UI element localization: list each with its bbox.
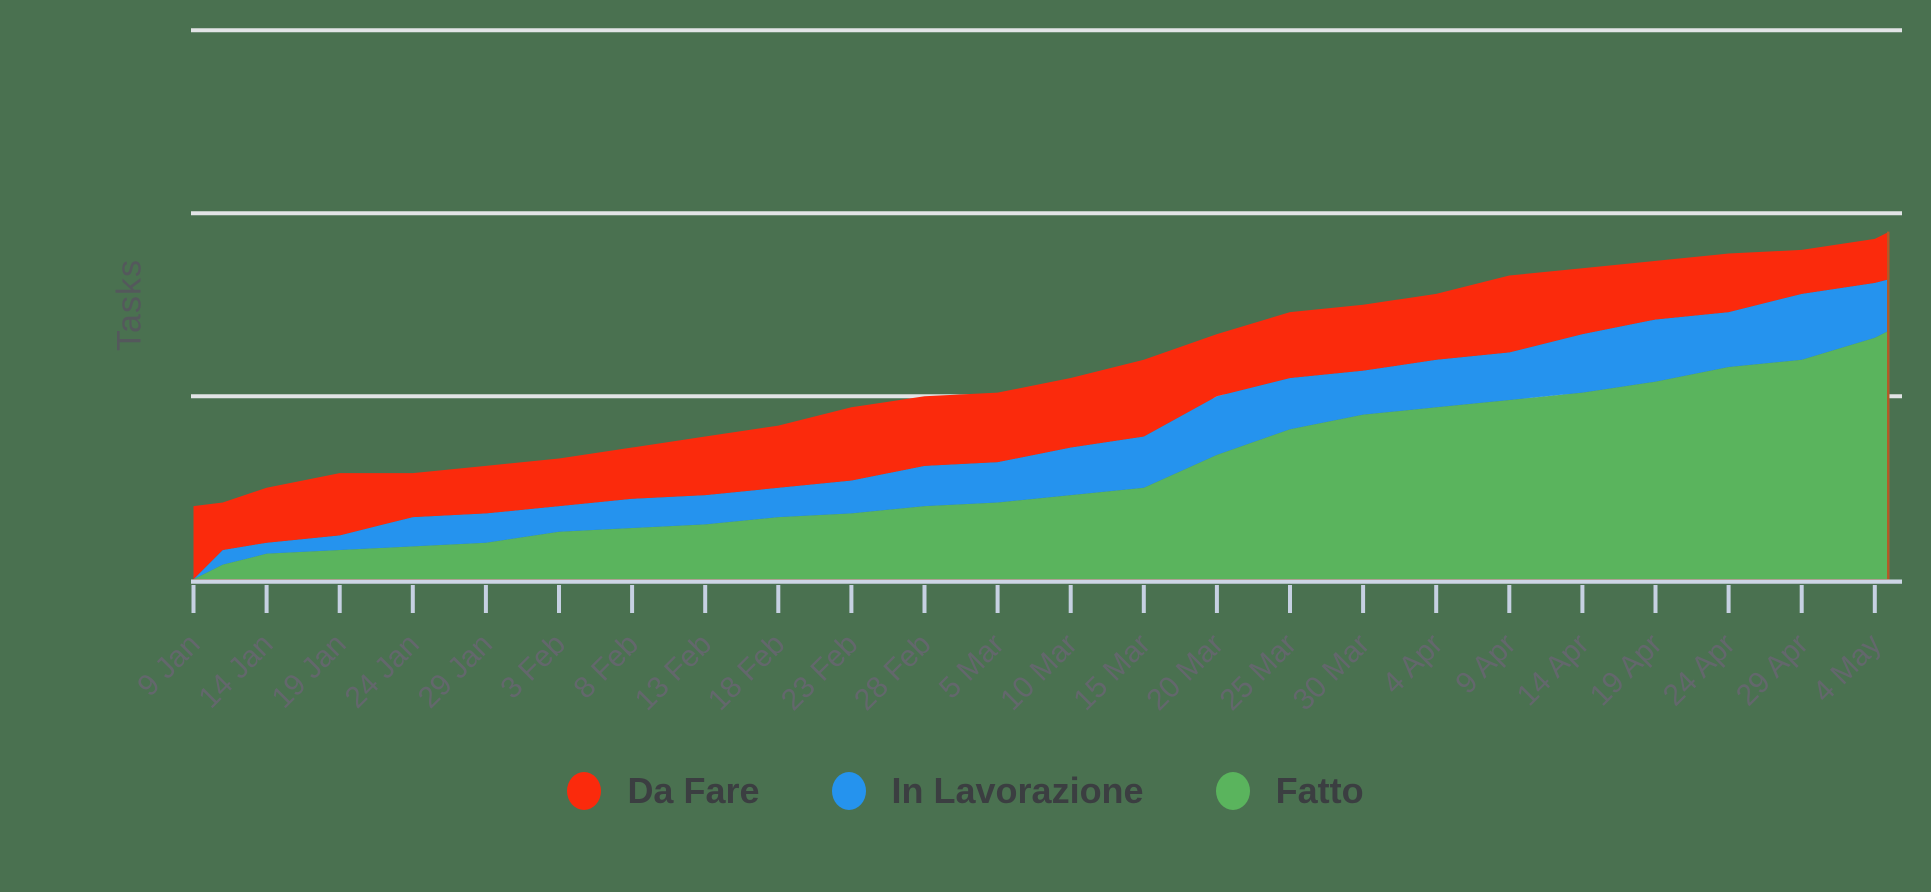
x-axis-label: 25 Mar <box>1214 628 1303 717</box>
area-fatto <box>193 330 1890 580</box>
x-axis-label: 24 Jan <box>339 628 426 715</box>
area-da-fare <box>193 231 1890 580</box>
x-axis-label: 28 Feb <box>848 628 937 717</box>
legend-label-fatto: Fatto <box>1275 770 1364 811</box>
legend-marker-da-fare-icon <box>567 772 602 810</box>
x-axis-label: 4 May <box>1807 628 1888 709</box>
x-axis-label: 14 Jan <box>193 628 280 715</box>
x-axis-label: 18 Feb <box>702 628 791 717</box>
x-axis-label: 14 Apr <box>1511 628 1596 713</box>
legend-label-da-fare: Da Fare <box>627 770 760 811</box>
x-axis-label: 30 Mar <box>1287 628 1376 717</box>
x-axis-label: 15 Mar <box>1067 628 1156 717</box>
x-axis-label: 10 Mar <box>994 628 1083 717</box>
legend-marker-fatto-icon <box>1215 772 1250 810</box>
x-axis-label: 29 Apr <box>1730 628 1815 713</box>
x-axis-label: 20 Mar <box>1140 628 1229 717</box>
x-axis-label: 19 Apr <box>1584 628 1669 713</box>
x-axis-label: 23 Feb <box>775 628 864 717</box>
chart-legend: Da Fare In Lavorazione Fatto <box>0 770 1931 812</box>
y-axis-label: Tasks <box>110 259 149 351</box>
legend-item-da-fare[interactable]: Da Fare <box>567 770 760 812</box>
legend-item-fatto[interactable]: Fatto <box>1215 770 1364 812</box>
legend-item-in-lavorazione[interactable]: In Lavorazione <box>831 770 1144 812</box>
area-in-lavorazione <box>193 279 1890 580</box>
legend-label-in-lavorazione: In Lavorazione <box>891 770 1144 811</box>
x-axis-label: 3 Feb <box>494 628 572 706</box>
x-axis-label: 29 Jan <box>412 628 499 715</box>
x-axis-label: 24 Apr <box>1657 628 1742 713</box>
x-axis-label: 13 Feb <box>629 628 718 717</box>
x-axis-label: 19 Jan <box>266 628 353 715</box>
x-axis-label: 4 Apr <box>1376 628 1449 701</box>
legend-marker-in-lavorazione-icon <box>831 772 866 810</box>
